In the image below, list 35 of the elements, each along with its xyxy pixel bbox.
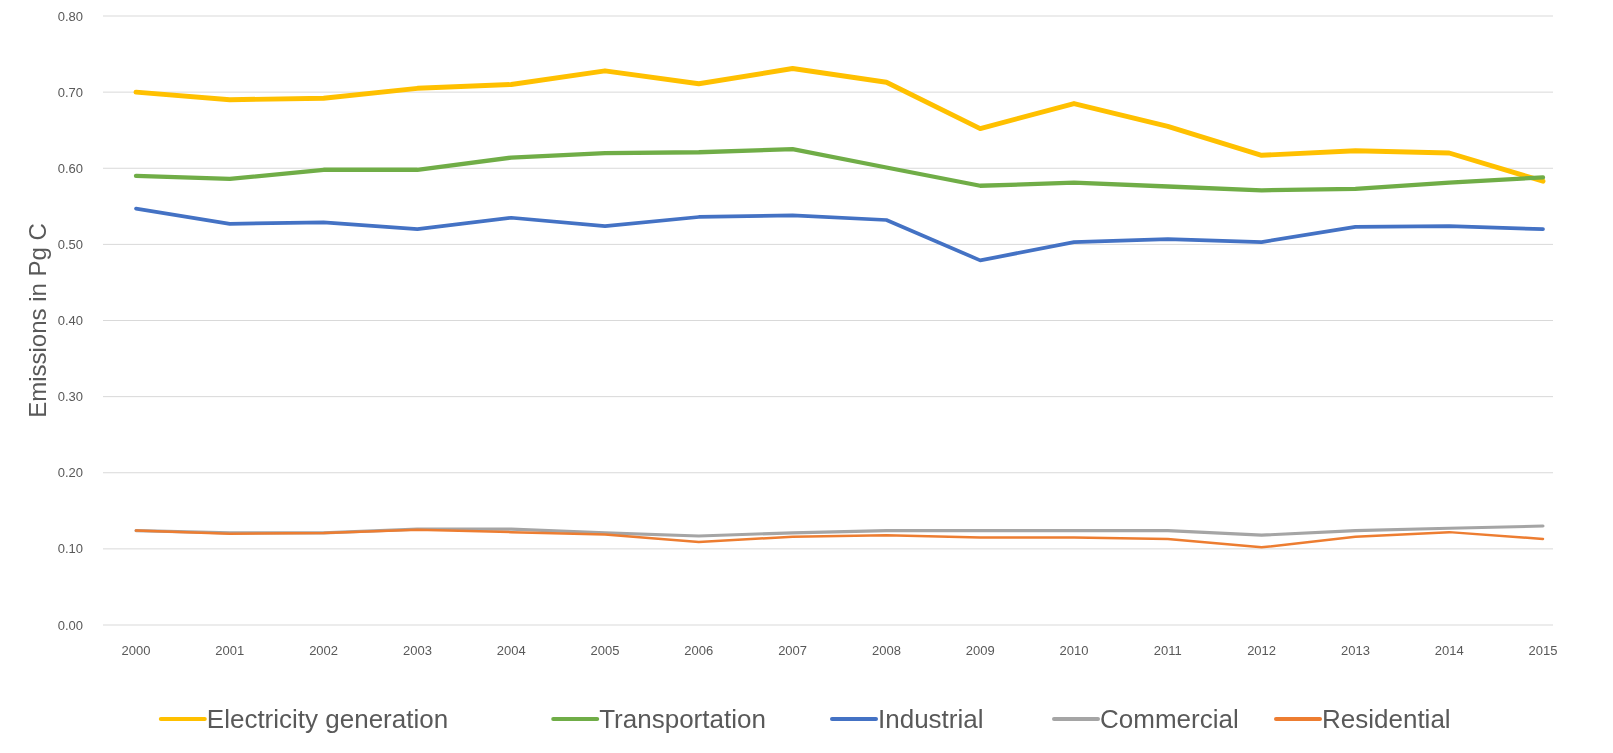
x-tick-label: 2015 <box>1528 643 1558 658</box>
x-tick-label: 2011 <box>1153 643 1182 658</box>
x-tick-label: 2000 <box>121 643 151 658</box>
x-tick-label: 2005 <box>590 643 620 658</box>
y-tick-label: 0.20 <box>57 465 83 481</box>
x-tick-label: 2001 <box>215 643 245 658</box>
legend-label: Electricity generation <box>206 704 449 735</box>
y-axis-title: Emissions in Pg C <box>24 223 51 418</box>
x-tick-label: 2014 <box>1434 643 1464 658</box>
x-tick-label: 2004 <box>496 643 526 658</box>
x-tick-label: 2006 <box>684 643 714 658</box>
x-tick-label: 2010 <box>1059 643 1089 658</box>
y-tick-label: 0.10 <box>57 541 83 557</box>
legend-label: Residential <box>1322 704 1451 735</box>
legend-label: Industrial <box>878 704 984 735</box>
y-tick-label: 0.00 <box>57 617 83 633</box>
y-tick-label: 0.50 <box>57 236 83 252</box>
y-tick-label: 0.40 <box>57 313 83 329</box>
x-tick-label: 2009 <box>965 643 995 658</box>
legend-label: Transportation <box>599 704 766 735</box>
y-tick-label: 0.60 <box>57 160 83 176</box>
x-tick-label: 2002 <box>309 643 339 658</box>
line-series <box>133 147 1546 193</box>
y-tick-label: 0.70 <box>57 84 83 100</box>
x-tick-label: 2013 <box>1340 643 1370 658</box>
x-tick-label: 2012 <box>1247 643 1277 658</box>
line-series <box>133 66 1546 184</box>
y-tick-label: 0.80 <box>57 8 83 24</box>
x-tick-label: 2003 <box>402 643 432 658</box>
line-series <box>134 528 1545 549</box>
line-series <box>134 206 1545 263</box>
x-tick-label: 2007 <box>778 643 808 658</box>
legend-label: Commercial <box>1100 704 1239 735</box>
y-tick-label: 0.30 <box>57 389 83 405</box>
x-tick-label: 2008 <box>871 643 901 658</box>
